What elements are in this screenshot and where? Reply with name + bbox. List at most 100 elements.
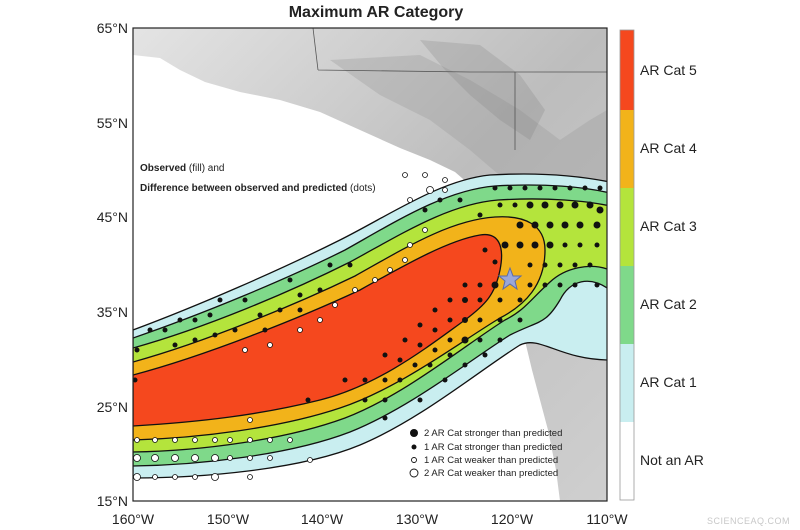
stronger-dot (297, 292, 303, 298)
weaker-dot (407, 242, 413, 248)
stronger-dot (477, 337, 483, 343)
weaker-dot (267, 342, 273, 348)
weaker-dot (172, 437, 178, 443)
stronger-dot (442, 377, 448, 383)
stronger-dot (177, 317, 183, 323)
stronger-dot (462, 282, 468, 288)
weaker-dot (227, 455, 233, 461)
stronger-dot (382, 377, 388, 383)
x-tick-140w: 140°W (301, 511, 344, 527)
weaker-dot (352, 287, 358, 293)
annotation-line1-bold: Observed (140, 163, 186, 174)
annotation-line1-rest: (fill) and (186, 163, 224, 174)
stronger-dot (477, 212, 483, 218)
stronger-dot (546, 241, 554, 249)
weaker-dot (247, 437, 253, 443)
colorbar-swatch-cat5 (620, 30, 634, 110)
stronger-dot (541, 201, 549, 209)
weaker-dot (192, 474, 198, 480)
star-icon (497, 266, 523, 291)
colorbar-swatch-cat1 (620, 344, 634, 422)
stronger-dot (305, 397, 311, 403)
stronger-dot (397, 377, 403, 383)
stronger-dot (207, 312, 213, 318)
weaker-dot (247, 455, 253, 461)
stronger-dot (147, 327, 153, 333)
weaker-dot (426, 186, 434, 194)
stronger-dot (447, 337, 453, 343)
stronger-dot (586, 201, 594, 209)
stronger-dot (362, 397, 368, 403)
stronger-dot (317, 287, 323, 293)
y-tick-45n: 45°N (97, 209, 128, 225)
stronger-dot (412, 362, 418, 368)
map-area: Observed (fill) and Difference between o… (133, 28, 607, 501)
svg-text:Observed (fill) and: Observed (fill) and (140, 163, 225, 174)
svg-text:Difference between observed an: Difference between observed and predicte… (140, 183, 376, 194)
stronger-dot (593, 221, 601, 229)
weaker-dot (192, 437, 198, 443)
stronger-dot (527, 262, 533, 268)
stronger-dot (542, 282, 548, 288)
stronger-dot (277, 307, 283, 313)
dot-key: 2 AR Cat stronger than predicted 1 AR Ca… (409, 428, 562, 479)
colorbar-swatch-cat2 (620, 266, 634, 344)
weaker-dot (332, 302, 338, 308)
stronger-dot (582, 185, 588, 191)
stronger-dot (422, 207, 428, 213)
stronger-dot (531, 221, 539, 229)
stronger-dot (257, 312, 263, 318)
watermark: SCIENCEAQ.COM (707, 516, 790, 526)
stronger-dot (482, 352, 488, 358)
weaker-dot (211, 473, 219, 481)
land-shading-dark (420, 40, 545, 140)
y-tick-15n: 15°N (97, 493, 128, 509)
stronger-dot (497, 297, 503, 303)
ar-category-bands (133, 173, 607, 479)
stronger-dot (516, 241, 524, 249)
annotation-line2-bold: Difference between observed and predicte… (140, 183, 347, 194)
weaker-dot (247, 474, 253, 480)
stronger-dot (572, 262, 578, 268)
colorbar-label-not-ar: Not an AR (640, 452, 704, 468)
weaker-dot (402, 257, 408, 263)
stronger-dot (461, 336, 469, 344)
stronger-dot (517, 297, 523, 303)
stronger-dot (417, 397, 423, 403)
weaker-dot (317, 317, 323, 323)
map-annotation: Observed (fill) and Difference between o… (140, 163, 376, 194)
stronger-dot (432, 307, 438, 313)
weaker-dot (133, 473, 141, 481)
weaker-dot (211, 454, 219, 462)
key-large-open-icon (409, 468, 419, 478)
stronger-dot (491, 281, 499, 289)
stronger-dot (516, 221, 524, 229)
stronger-dot (537, 185, 543, 191)
stronger-dot (397, 357, 403, 363)
colorbar-label-cat3: AR Cat 3 (640, 218, 697, 234)
weaker-dot (267, 455, 273, 461)
stronger-dot (594, 282, 600, 288)
colorbar-swatch-cat4 (620, 110, 634, 188)
axis-ticks: 65°N 55°N 45°N 35°N 25°N 15°N 160°W 150°… (97, 20, 629, 527)
stronger-dot (327, 262, 333, 268)
stronger-dot (432, 347, 438, 353)
weaker-dot (133, 454, 141, 462)
key-label-2: 1 AR Cat stronger than predicted (424, 442, 562, 453)
colorbar-swatch-cat3 (620, 188, 634, 266)
map-frame (132, 27, 608, 502)
colorbar-label-cat2: AR Cat 2 (640, 296, 697, 312)
weaker-dot (152, 474, 158, 480)
stronger-dot (417, 342, 423, 348)
stronger-dot (517, 317, 523, 323)
stronger-dot (557, 282, 563, 288)
weaker-dot (402, 172, 408, 178)
land-north-america (133, 28, 607, 501)
stronger-dot (594, 242, 600, 248)
weaker-dot (442, 177, 448, 183)
stronger-dot (477, 282, 483, 288)
stronger-dot (437, 197, 443, 203)
colorbar-label-cat4: AR Cat 4 (640, 140, 697, 156)
stronger-dot (172, 342, 178, 348)
